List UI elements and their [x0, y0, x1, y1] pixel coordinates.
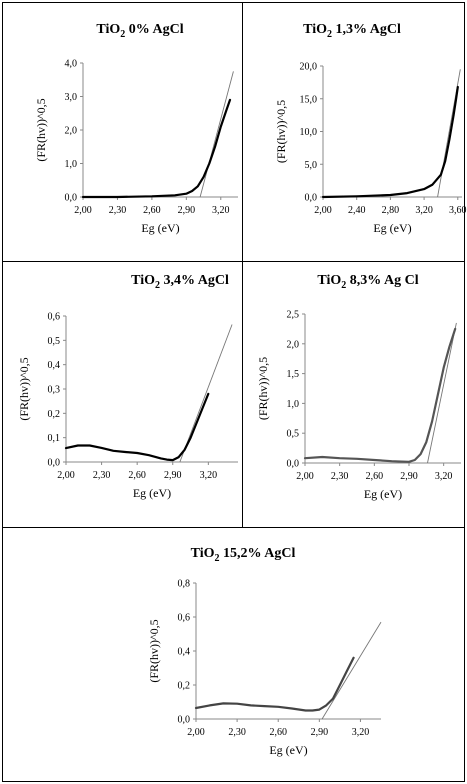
y-tick-label: 0,6	[178, 613, 191, 624]
x-tick-label: 3,20	[352, 727, 370, 738]
y-tick-label: 0,0	[178, 715, 191, 726]
series-line	[194, 656, 355, 712]
chart-title-subscript: 2	[120, 29, 125, 40]
x-tick-label: 2,90	[164, 470, 182, 481]
chart-title-rest: 1,3% AgCl	[332, 22, 401, 37]
y-tick-label: 0,5	[48, 336, 61, 347]
chart-title-subscript: 2	[327, 29, 332, 40]
x-tick-label: 2,80	[382, 205, 400, 216]
chart-title: TiO2 15,2% AgCl	[191, 546, 296, 564]
x-tick-label: 3,20	[435, 471, 453, 482]
tangent-line	[427, 322, 457, 464]
y-tick-label: 20,0	[300, 62, 318, 73]
chart-title-rest: 15,2% AgCl	[220, 546, 296, 561]
y-tick-label: 0,0	[287, 459, 300, 470]
x-tick-label: 2,60	[128, 470, 146, 481]
x-tick-label: 2,00	[187, 727, 205, 738]
x-tick-label: 2,60	[269, 727, 287, 738]
x-axis-label: Eg (eV)	[373, 221, 411, 235]
tangent-line	[199, 71, 234, 198]
y-tick-label: 0,2	[178, 681, 191, 692]
y-tick-label: 2,0	[287, 339, 300, 350]
chart-tio2-0pct-agcl: TiO2 0% AgCl 0,0 1,0 2,0 3,0 4,0 2,00 2,30 2,60 2…	[34, 22, 238, 235]
y-tick-label: 2,5	[287, 310, 300, 321]
x-tick-label: 2,00	[57, 470, 75, 481]
y-tick-label: 4,0	[65, 59, 78, 70]
x-tick-label: 2,00	[314, 205, 332, 216]
y-tick-label: 0,2	[48, 409, 61, 420]
y-axis-label: (FR(hv))^0,5	[147, 619, 161, 682]
chart-title-subscript: 2	[215, 553, 220, 564]
chart-title-subscript: 2	[155, 280, 160, 291]
x-tick-label: 2,60	[366, 471, 384, 482]
y-tick-label: 0,0	[65, 193, 78, 204]
chart-title-rest: 3,4% AgCl	[160, 273, 229, 288]
x-axis-label: Eg (eV)	[141, 221, 179, 235]
y-tick-label: 0,3	[48, 385, 61, 396]
y-tick-label: 0,8	[178, 579, 191, 590]
chart-title-main: TiO	[191, 546, 215, 561]
y-tick-label: 0,5	[287, 429, 300, 440]
x-tick-label: 2,60	[143, 205, 161, 216]
y-tick-label: 3,0	[65, 92, 78, 103]
y-tick-label: 1,5	[287, 369, 300, 380]
series-line	[81, 98, 232, 199]
series-line	[321, 85, 459, 199]
chart-title-main: TiO	[317, 273, 341, 288]
y-axis-label: (FR(hv))^0,5	[17, 357, 31, 420]
y-tick-label: 0,1	[48, 433, 61, 444]
y-tick-label: 0,4	[48, 360, 61, 371]
y-tick-label: 0,0	[305, 193, 318, 204]
tangent-line	[321, 621, 382, 720]
chart-title-main: TiO	[131, 273, 155, 288]
x-tick-label: 2,90	[178, 205, 196, 216]
x-tick-label: 2,30	[93, 470, 111, 481]
x-tick-label: 2,30	[331, 471, 349, 482]
series-line	[303, 327, 457, 463]
y-tick-label: 15,0	[300, 94, 318, 105]
x-tick-label: 2,00	[74, 205, 92, 216]
x-tick-label: 2,90	[311, 727, 329, 738]
y-tick-label: 0,6	[48, 312, 61, 323]
chart-title-main: TiO	[303, 22, 327, 37]
y-tick-label: 0,0	[48, 458, 61, 469]
x-tick-label: 2,30	[228, 727, 246, 738]
chart-tio2-3-4pct-agcl: TiO2 3,4% AgCl 0,0 0,1 0,2 0,3 0,4 0,5 0,6 2,00 2…	[17, 273, 238, 500]
x-tick-label: 3,20	[212, 205, 230, 216]
x-axis-label: Eg (eV)	[133, 486, 171, 500]
y-axis-label: (FR(hv))^0,5	[256, 357, 270, 420]
x-axis-label: Eg (eV)	[364, 487, 402, 501]
chart-tio2-15-2pct-agcl: TiO2 15,2% AgCl 0,0 0,2 0,4 0,6 0,8 2,00 2,30 2,…	[147, 546, 382, 757]
x-tick-label: 2,30	[109, 205, 127, 216]
tangent-line	[179, 324, 233, 463]
y-axis-label: (FR(hv))^0,5	[34, 98, 48, 161]
y-tick-label: 10,0	[300, 127, 318, 138]
x-axis-label: Eg (eV)	[269, 743, 307, 757]
x-tick-label: 3,60	[449, 205, 467, 216]
x-tick-label: 2,40	[348, 205, 366, 216]
chart-tio2-1-3pct-agcl: TiO2 1,3% AgCl 0,0 5,0 10,0 15,0 20,0 2,00 2,40…	[274, 22, 467, 235]
y-tick-label: 1,0	[287, 399, 300, 410]
y-tick-label: 2,0	[65, 126, 78, 137]
chart-title: TiO2 8,3% Ag Cl	[317, 273, 418, 291]
chart-title-subscript: 2	[341, 280, 346, 291]
x-tick-label: 2,90	[400, 471, 418, 482]
chart-title: TiO2 0% AgCl	[96, 22, 183, 40]
x-tick-label: 3,20	[200, 470, 218, 481]
x-tick-label: 3,20	[415, 205, 433, 216]
chart-tio2-8-3pct-agcl: TiO2 8,3% Ag Cl 0,0 0,5 1,0 1,5 2,0 2,5 2,00 2,3…	[256, 273, 461, 501]
x-tick-label: 2,00	[296, 471, 314, 482]
chart-title-rest: 0% AgCl	[125, 22, 183, 37]
y-axis-label: (FR(hv))^0,5	[274, 100, 288, 163]
chart-title-main: TiO	[96, 22, 120, 37]
chart-title: TiO2 3,4% AgCl	[131, 273, 229, 291]
y-tick-label: 1,0	[65, 159, 78, 170]
chart-title-rest: 8,3% Ag Cl	[346, 273, 418, 288]
chart-title: TiO2 1,3% AgCl	[303, 22, 401, 40]
y-tick-label: 5,0	[305, 160, 318, 171]
y-tick-label: 0,4	[178, 647, 191, 658]
series-line	[64, 392, 210, 462]
